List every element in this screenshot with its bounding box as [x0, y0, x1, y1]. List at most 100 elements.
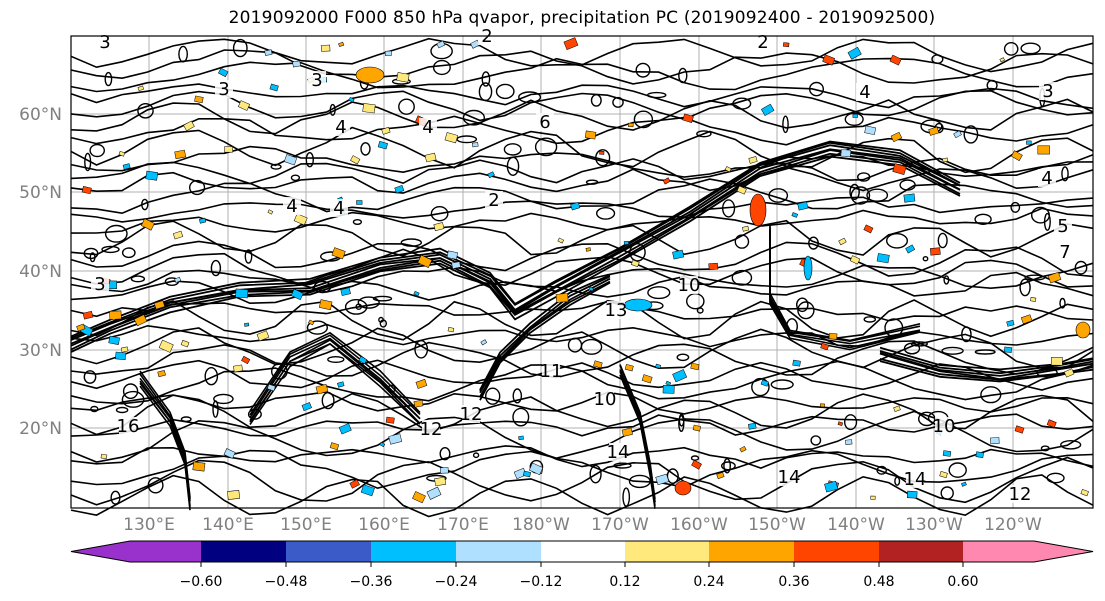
contour-cell: [635, 62, 651, 78]
contour-cell: [628, 474, 651, 489]
contour-cell: [751, 377, 770, 397]
contour-cell: [676, 353, 690, 362]
contour-cell: [876, 465, 888, 475]
contour-label-bg: [1039, 82, 1057, 100]
precip-cell: [863, 224, 874, 234]
precip-cell: [264, 49, 273, 56]
contour-cell: [899, 179, 916, 191]
precip-cell: [133, 314, 148, 327]
precip-cell: [1046, 419, 1057, 428]
colorbar-tick-label: 0.12: [609, 574, 640, 590]
contour-line: [70, 390, 1094, 415]
precip-cell: [157, 369, 166, 378]
frontal-contour: [619, 374, 656, 509]
page-title: 2019092000 F000 850 hPa qvapor, precipit…: [228, 8, 936, 28]
contour-line: [70, 98, 1094, 135]
contour-value-label: 3: [311, 70, 322, 91]
contour-cell: [352, 218, 363, 225]
contour-cell: [940, 486, 954, 500]
contour-value-label: 12: [460, 404, 483, 425]
contour-cell: [980, 386, 1002, 404]
contour-cell: [732, 97, 752, 110]
precip-cell: [528, 462, 544, 476]
contour-value-label: 4: [335, 117, 346, 138]
contour-label-bg: [596, 390, 614, 408]
contour-label-bg: [536, 113, 554, 131]
precip-cell: [563, 37, 579, 51]
precip-patch: [749, 193, 767, 227]
frontal-contour: [879, 350, 1094, 375]
contour-value-label: 3: [94, 274, 105, 295]
contour-cell: [478, 82, 493, 102]
precip-cell: [1014, 425, 1025, 434]
contour-label-bg: [332, 118, 350, 136]
precip-cell: [724, 166, 732, 173]
contour-cell: [721, 461, 736, 471]
contour-cell: [232, 38, 248, 58]
contour-cell: [534, 137, 558, 157]
precip-cell: [417, 254, 433, 268]
precip-cell: [555, 293, 569, 303]
lon-label: 130°W: [905, 515, 963, 535]
contour-cell: [305, 151, 314, 168]
contour-label-bg: [607, 301, 625, 319]
contour-line: [70, 196, 1094, 223]
contour-cell: [585, 179, 599, 185]
frontal-contour: [249, 342, 421, 425]
precip-cell: [870, 495, 876, 500]
contour-label-bg: [96, 33, 114, 51]
precip-cell: [822, 54, 836, 66]
contour-cell: [849, 183, 860, 201]
contour-line: [70, 410, 1094, 463]
contour-cell: [986, 79, 998, 91]
contour-line: [70, 300, 1094, 322]
contour-cell: [678, 415, 685, 433]
contour-line: [70, 299, 1094, 341]
frontal-contour: [70, 140, 961, 338]
colorbar-swatch: [371, 541, 456, 562]
contour-label-bg: [215, 80, 233, 98]
precip-cell: [290, 288, 304, 301]
precip-cell: [621, 427, 633, 437]
contour-cell: [430, 205, 449, 222]
precip-cell: [1047, 271, 1062, 284]
contour-cell: [633, 110, 654, 129]
precip-cell: [292, 60, 301, 68]
precip-cell: [180, 339, 190, 348]
precip-patch: [803, 255, 813, 281]
precip-cell: [338, 41, 345, 48]
precip-cell: [820, 342, 830, 351]
precip-cell: [792, 359, 801, 367]
contour-cell: [963, 125, 979, 144]
lon-label: 180°W: [512, 515, 570, 535]
contour-cell: [83, 247, 99, 260]
precip-cell: [1003, 346, 1013, 353]
contour-cell: [844, 112, 864, 127]
contour-line: [70, 145, 1094, 178]
precip-cell: [584, 130, 597, 140]
contour-value-label: 12: [420, 419, 443, 440]
contour-value-label: 14: [778, 467, 801, 488]
frontal-contour: [70, 149, 961, 347]
contour-cell: [629, 242, 646, 262]
precip-cell: [760, 379, 769, 387]
contour-line: [70, 392, 1094, 436]
precip-cell: [480, 339, 488, 346]
precip-cell: [237, 100, 251, 111]
frontal-contour: [479, 275, 611, 392]
contour-cell: [943, 275, 950, 285]
contour-cell: [121, 390, 145, 408]
precip-cell: [849, 255, 861, 265]
contour-label-bg: [906, 470, 924, 488]
contour-label-bg: [422, 420, 440, 438]
colorbar-swatch: [709, 541, 794, 562]
contour-value-label: 10: [933, 416, 956, 437]
contour-line: [70, 474, 1094, 518]
precip-cell: [315, 383, 329, 395]
precip-cell: [942, 450, 952, 457]
contour-line: [70, 126, 1094, 174]
contour-cell: [696, 307, 704, 314]
contour-cell: [204, 367, 219, 386]
precip-cell: [283, 154, 298, 166]
precip-cell: [1050, 357, 1063, 366]
